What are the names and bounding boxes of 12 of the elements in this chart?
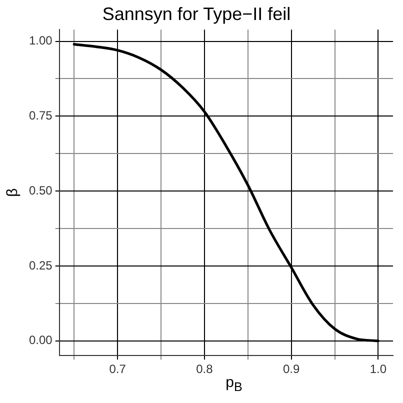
y-tick-label: 0.75 bbox=[28, 108, 53, 123]
y-tick-label: 0.50 bbox=[28, 183, 53, 198]
y-axis-title: β bbox=[4, 188, 22, 197]
x-tick-label: 1.0 bbox=[370, 362, 387, 376]
y-tick-label: 0.00 bbox=[28, 333, 53, 348]
y-tick-label: 1.00 bbox=[28, 34, 53, 48]
x-axis-title: p$_{B}$ bbox=[226, 374, 242, 394]
x-tick-label: 0.8 bbox=[196, 362, 214, 376]
x-tick-label: 0.9 bbox=[283, 362, 300, 376]
y-tick-label: 0.25 bbox=[28, 258, 53, 272]
x-tick-label: 0.7 bbox=[109, 362, 126, 376]
chart-title: Sannsyn for Type−II feil bbox=[102, 4, 291, 24]
